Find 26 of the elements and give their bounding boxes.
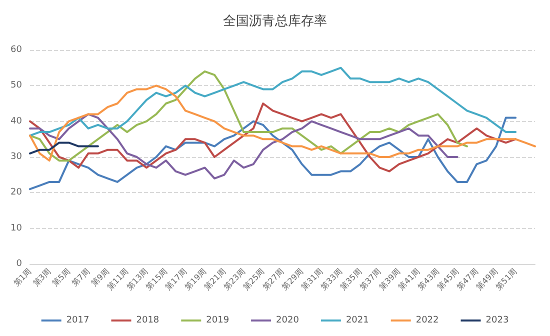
chart-title: 全国沥青总库存率 bbox=[223, 13, 327, 29]
y-tick-label: 40 bbox=[10, 116, 22, 126]
line-series bbox=[29, 116, 517, 190]
x-tick-label: 第5周 bbox=[50, 266, 72, 288]
legend-label: 2022 bbox=[416, 316, 439, 326]
line-series bbox=[29, 142, 99, 154]
x-tick-label: 第3周 bbox=[31, 266, 53, 288]
y-tick-label: 30 bbox=[10, 152, 22, 162]
line-series bbox=[29, 70, 468, 162]
legend-label: 2023 bbox=[486, 316, 509, 326]
legend-label: 2017 bbox=[66, 316, 90, 326]
line-series bbox=[29, 66, 517, 137]
y-tick-label: 50 bbox=[10, 80, 22, 91]
line-series bbox=[29, 102, 517, 172]
y-tick-label: 60 bbox=[10, 45, 22, 55]
line-series bbox=[29, 113, 458, 180]
y-tick-label: 20 bbox=[10, 188, 22, 198]
legend-label: 2018 bbox=[136, 316, 160, 326]
legend-label: 2020 bbox=[276, 316, 300, 326]
legend-label: 2019 bbox=[206, 316, 230, 326]
legend-label: 2021 bbox=[346, 316, 369, 326]
x-tick-label: 第7周 bbox=[70, 266, 92, 288]
y-tick-label: 10 bbox=[10, 223, 22, 234]
x-tick-label: 第1周 bbox=[12, 266, 34, 288]
y-tick-label: 0 bbox=[16, 259, 22, 269]
line-series bbox=[29, 84, 536, 162]
